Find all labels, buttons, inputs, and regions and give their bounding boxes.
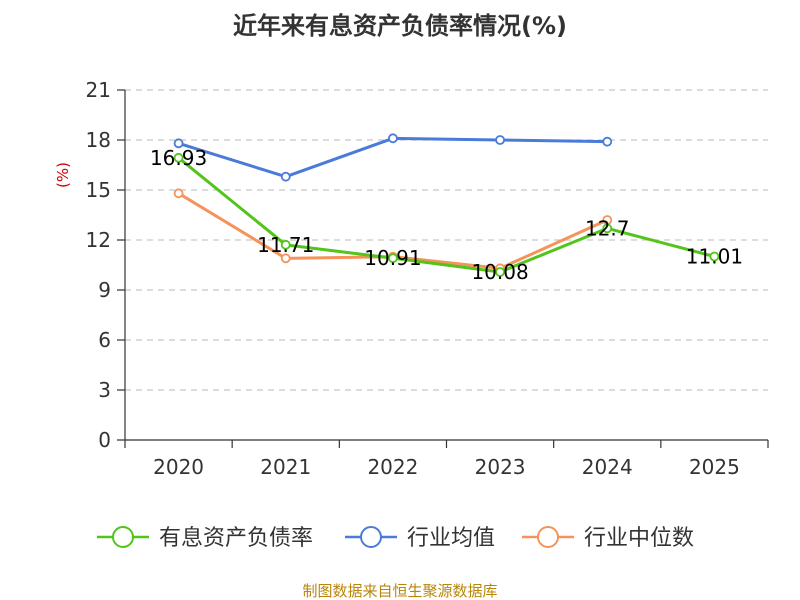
y-tick-label: 18 [86, 128, 111, 152]
data-point [173, 188, 184, 199]
data-label: 11.01 [686, 245, 743, 269]
data-label-layer: 16.93 11.71 10.91 10.08 12.7 11.01 [150, 146, 743, 284]
axis-layer: 0 3 6 9 12 15 18 21 2020 2021 2022 2023 2024 2025 [86, 78, 769, 479]
legend-item: 行业均值 [345, 526, 495, 551]
legend-label: 行业均值 [407, 526, 495, 551]
series-line [178, 136, 608, 179]
data-label: 10.91 [364, 246, 421, 270]
data-point [388, 253, 398, 264]
data-point [495, 135, 505, 145]
data-point [280, 171, 291, 182]
series-layer [173, 133, 720, 277]
y-tick-label: 6 [98, 328, 111, 352]
series-0 [173, 152, 720, 277]
data-point [495, 267, 505, 277]
legend-marker [112, 526, 134, 548]
chart-title: 近年来有息资产负债率情况(%) [233, 12, 567, 40]
series-line [177, 156, 715, 274]
data-point [173, 152, 184, 163]
data-point [388, 133, 398, 144]
legend-label: 行业中位数 [584, 526, 694, 551]
x-tick-label: 2024 [582, 455, 633, 479]
x-tick-label: 2021 [260, 455, 311, 479]
source-note: 制图数据来自恒生聚源数据库 [302, 582, 497, 600]
y-tick-label: 0 [98, 428, 111, 452]
data-point [280, 239, 291, 250]
data-point [709, 251, 720, 262]
y-tick-label: 9 [98, 278, 111, 302]
data-label: 11.71 [257, 233, 314, 257]
series-1 [173, 133, 613, 182]
y-tick-label: 3 [98, 378, 111, 402]
legend-marker [537, 526, 559, 548]
legend-label: 有息资产负债率 [159, 526, 313, 551]
data-point [173, 138, 184, 149]
x-tick-label: 2022 [367, 455, 418, 479]
y-tick-label: 21 [86, 78, 111, 102]
grid-layer [125, 89, 768, 391]
legend: 有息资产负债率 行业均值 行业中位数 [97, 526, 694, 551]
legend-item: 行业中位数 [522, 526, 694, 551]
data-label: 16.93 [150, 146, 207, 170]
y-axis-label: (%) [54, 162, 72, 188]
x-tick-label: 2020 [153, 455, 204, 479]
y-tick-label: 15 [86, 178, 111, 202]
y-tick-label: 12 [86, 228, 111, 252]
x-tick-label: 2025 [689, 455, 740, 479]
legend-marker [360, 526, 382, 548]
data-label: 12.7 [585, 216, 630, 240]
data-point [602, 223, 613, 234]
data-label: 10.08 [471, 260, 528, 284]
data-point [280, 253, 291, 264]
x-tick-label: 2023 [475, 455, 526, 479]
legend-item: 有息资产负债率 [97, 526, 313, 551]
data-point [602, 136, 613, 147]
